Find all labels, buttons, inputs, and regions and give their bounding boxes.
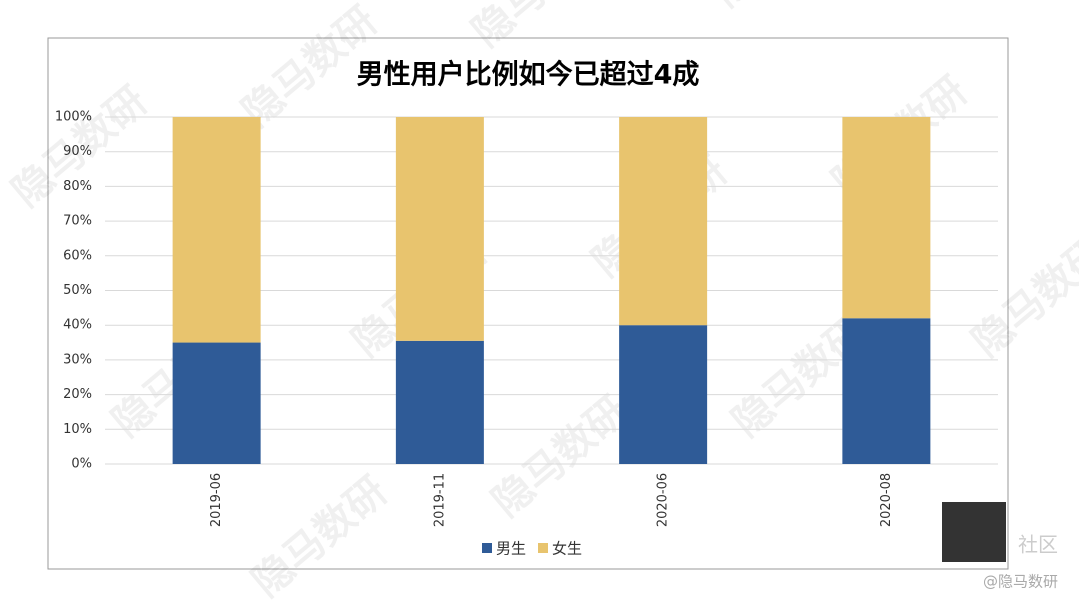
y-tick-label: 60%: [63, 248, 92, 263]
y-tick-label: 100%: [55, 110, 92, 125]
footer-community: 社区: [1018, 533, 1058, 557]
bar-segment: [842, 117, 931, 319]
legend-swatch: [538, 543, 548, 553]
qr-code: [942, 502, 1006, 562]
bar-segment: [172, 342, 261, 464]
bar-segment: [619, 117, 708, 326]
chart-title: 男性用户比例如今已超过4成: [357, 59, 700, 91]
y-tick-label: 10%: [63, 422, 92, 437]
legend-label: 女生: [552, 540, 582, 558]
y-tick-label: 0%: [71, 457, 92, 472]
y-tick-label: 20%: [63, 387, 92, 402]
y-tick-label: 90%: [63, 144, 92, 159]
y-tick-label: 50%: [63, 283, 92, 298]
watermark: 隐马数研: [704, 0, 856, 16]
x-tick-label: 2019-06: [209, 473, 224, 527]
y-tick-label: 80%: [63, 179, 92, 194]
bar-segment: [619, 325, 708, 464]
bar-segment: [395, 340, 484, 464]
x-tick-label: 2020-06: [656, 473, 671, 527]
legend-swatch: [482, 543, 492, 553]
bar-segment: [842, 318, 931, 464]
x-tick-label: 2019-11: [432, 473, 447, 527]
bar-segment: [172, 117, 261, 343]
legend-label: 男生: [496, 540, 526, 558]
y-tick-label: 70%: [63, 214, 92, 229]
bar-segment: [395, 117, 484, 341]
y-tick-label: 40%: [63, 318, 92, 333]
x-tick-label: 2020-08: [879, 473, 894, 527]
y-tick-label: 30%: [63, 352, 92, 367]
footer-credit: @隐马数研: [983, 573, 1058, 591]
